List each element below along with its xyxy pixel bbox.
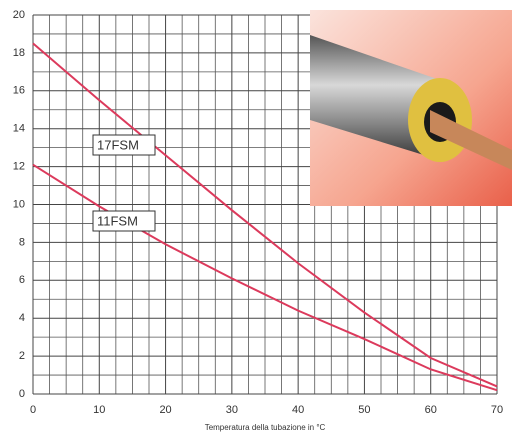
x-tick-label: 30 xyxy=(226,404,238,416)
series-label: 11FSM xyxy=(97,213,138,228)
y-tick-label: 8 xyxy=(19,236,25,248)
y-tick-label: 16 xyxy=(13,85,25,97)
y-tick-label: 4 xyxy=(19,312,25,324)
y-tick-label: 14 xyxy=(13,123,25,135)
y-tick-label: 18 xyxy=(13,47,25,59)
x-axis-label: Temperatura della tubazione in °C xyxy=(205,423,326,432)
x-tick-label: 40 xyxy=(292,404,304,416)
y-tick-label: 10 xyxy=(13,198,25,210)
series-label: 17FSM xyxy=(97,137,139,152)
x-tick-label: 70 xyxy=(491,404,503,416)
x-tick-label: 10 xyxy=(93,404,105,416)
product-photo xyxy=(310,10,512,206)
x-tick-label: 0 xyxy=(30,404,36,416)
y-tick-label: 12 xyxy=(13,161,25,173)
x-tick-label: 50 xyxy=(358,404,370,416)
y-tick-label: 6 xyxy=(19,274,25,286)
y-tick-label: 2 xyxy=(19,350,25,362)
x-tick-label: 20 xyxy=(159,404,171,416)
x-tick-label: 60 xyxy=(425,404,437,416)
chart: Temperatura della tubazione in °C 010203… xyxy=(0,0,526,437)
y-tick-label: 20 xyxy=(13,9,25,21)
y-tick-label: 0 xyxy=(19,388,25,400)
